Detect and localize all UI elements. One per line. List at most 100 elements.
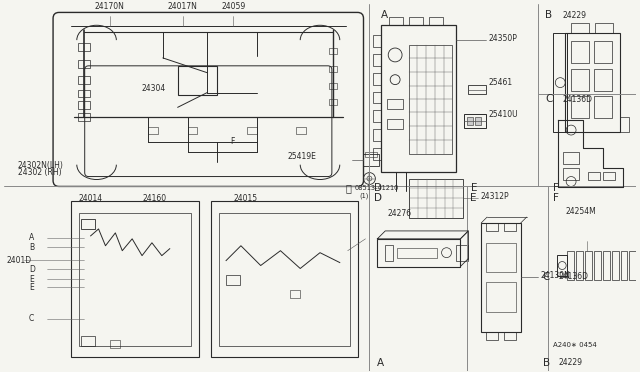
Bar [594,41,612,63]
Text: A240∗ 0454: A240∗ 0454 [554,341,597,347]
Text: 08513-41210: 08513-41210 [355,185,399,192]
Bar [247,127,257,134]
Bar [211,201,358,357]
Text: 24059: 24059 [221,3,246,12]
Bar [594,251,601,280]
Text: 24276: 24276 [387,209,412,218]
Text: E: E [470,183,477,193]
Text: 24350P: 24350P [488,33,517,43]
Bar [329,99,337,105]
Text: C: C [545,94,553,105]
Bar [571,41,589,63]
Bar [456,245,468,260]
Text: 24170N: 24170N [95,3,125,12]
Text: E: E [29,283,34,292]
Bar [79,213,191,346]
Bar [465,114,486,128]
Bar [296,127,306,134]
Text: D: D [29,265,35,274]
Bar [409,45,452,154]
Text: A: A [29,233,34,242]
Bar [71,201,200,357]
Text: E: E [29,275,34,284]
Bar [468,84,486,94]
Bar [504,332,516,340]
Bar [329,48,337,54]
Bar [81,336,95,346]
Text: 25461: 25461 [488,78,512,87]
Text: D: D [374,193,382,203]
Bar [373,73,381,84]
Bar [387,119,403,129]
Bar [630,251,636,280]
Bar [381,25,456,171]
Text: B: B [545,10,552,20]
Text: B: B [543,359,550,368]
Bar [594,96,612,118]
Bar [571,23,589,33]
Bar [364,154,380,166]
Bar [188,127,197,134]
Text: 24017N: 24017N [168,3,198,12]
Bar [585,251,592,280]
Text: C: C [29,314,34,323]
Text: 24136D: 24136D [559,272,589,281]
Bar [226,275,240,285]
Text: E: E [470,193,477,203]
Text: 24229: 24229 [562,11,586,20]
Text: (1): (1) [360,192,369,199]
Bar [467,117,473,125]
Bar [78,102,90,109]
Bar [81,219,95,229]
Text: 24160: 24160 [142,194,166,203]
Bar [486,332,498,340]
Bar [409,179,463,218]
Bar [612,251,619,280]
Bar [638,251,640,280]
Bar [567,251,574,280]
Bar [595,23,612,33]
Text: 24014: 24014 [79,194,103,203]
Text: F: F [230,137,234,146]
Text: C: C [543,272,550,282]
Bar [78,60,90,68]
Bar [603,251,610,280]
Bar [554,33,567,132]
Bar [486,243,516,272]
Bar [373,92,381,103]
Bar [373,110,381,122]
Text: 24130N: 24130N [540,271,570,280]
Text: 24015: 24015 [234,194,258,203]
Bar [373,54,381,66]
Text: 25410U: 25410U [488,110,518,119]
Text: 25419E: 25419E [287,152,316,161]
Text: A: A [381,10,388,20]
Text: 24136D: 24136D [562,95,592,104]
Bar [78,76,90,84]
Text: 24254M: 24254M [565,207,596,216]
Bar [373,35,381,47]
Bar [621,251,627,280]
Bar [563,168,579,180]
Bar [178,66,217,96]
Text: Ⓢ: Ⓢ [346,183,351,193]
Bar [476,117,481,125]
Bar [486,223,498,231]
Bar [373,129,381,141]
Text: B: B [29,243,34,252]
Text: 24229: 24229 [559,359,582,368]
Bar [378,239,460,266]
Bar [594,69,612,90]
Text: F: F [553,183,559,193]
Bar [588,171,600,180]
Bar [571,96,589,118]
Bar [385,245,393,260]
Bar [486,282,516,312]
Bar [620,117,630,132]
Text: 24302N(LH): 24302N(LH) [17,161,63,170]
Text: 24304: 24304 [141,84,166,93]
Bar [78,113,90,121]
Text: D: D [374,183,382,193]
Text: 24312P: 24312P [480,192,509,201]
Bar [373,148,381,160]
